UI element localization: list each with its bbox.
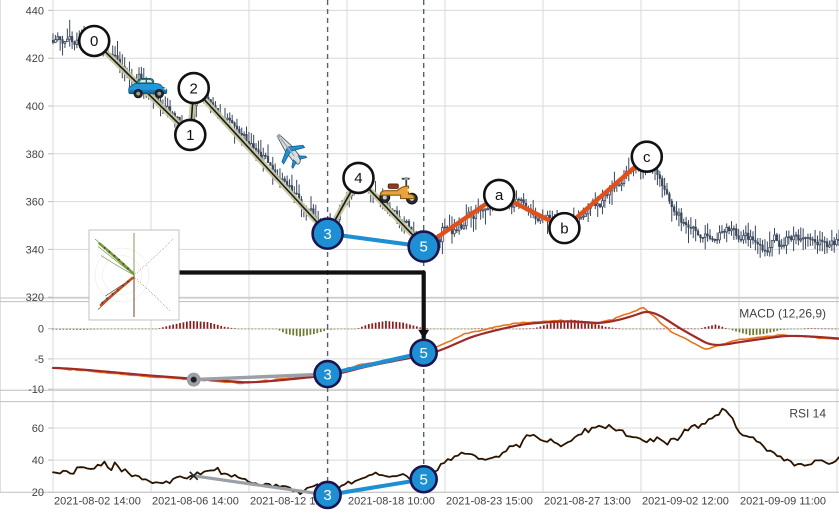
svg-text:2021-08-23 15:00: 2021-08-23 15:00 <box>446 496 533 508</box>
svg-text:2021-09-02 12:00: 2021-09-02 12:00 <box>642 496 729 508</box>
svg-text:5: 5 <box>420 345 428 362</box>
svg-text:320: 320 <box>26 292 44 304</box>
svg-text:2021-08-18 10:00: 2021-08-18 10:00 <box>348 496 435 508</box>
svg-text:-10: -10 <box>28 384 44 396</box>
svg-text:2: 2 <box>190 80 198 97</box>
svg-text:-5: -5 <box>34 354 44 366</box>
svg-text:420: 420 <box>26 53 44 65</box>
svg-text:440: 440 <box>26 5 44 17</box>
svg-text:2021-08-27 13:00: 2021-08-27 13:00 <box>544 496 631 508</box>
svg-text:3: 3 <box>323 226 331 243</box>
svg-text:380: 380 <box>26 149 44 161</box>
svg-text:1: 1 <box>186 127 194 144</box>
svg-text:0: 0 <box>90 33 98 50</box>
svg-text:5: 5 <box>420 471 428 488</box>
svg-text:a: a <box>495 187 504 204</box>
svg-text:400: 400 <box>26 101 44 113</box>
svg-text:3: 3 <box>323 487 331 504</box>
svg-text:2021-09-09 11:00: 2021-09-09 11:00 <box>740 496 826 508</box>
svg-text:3: 3 <box>323 366 331 383</box>
svg-text:MACD (12,26,9): MACD (12,26,9) <box>739 307 826 321</box>
svg-text:20: 20 <box>32 487 44 499</box>
svg-text:5: 5 <box>420 239 428 256</box>
svg-text:c: c <box>643 149 651 166</box>
svg-text:60: 60 <box>32 423 44 435</box>
svg-text:b: b <box>560 220 568 237</box>
svg-text:40: 40 <box>32 455 44 467</box>
svg-text:340: 340 <box>26 244 44 256</box>
svg-text:0: 0 <box>38 324 44 336</box>
svg-text:RSI 14: RSI 14 <box>789 407 826 421</box>
svg-text:2021-08-02 14:00: 2021-08-02 14:00 <box>54 496 141 508</box>
svg-text:2021-08-06 14:00: 2021-08-06 14:00 <box>152 496 239 508</box>
svg-text:360: 360 <box>26 197 44 209</box>
svg-text:4: 4 <box>354 170 362 187</box>
